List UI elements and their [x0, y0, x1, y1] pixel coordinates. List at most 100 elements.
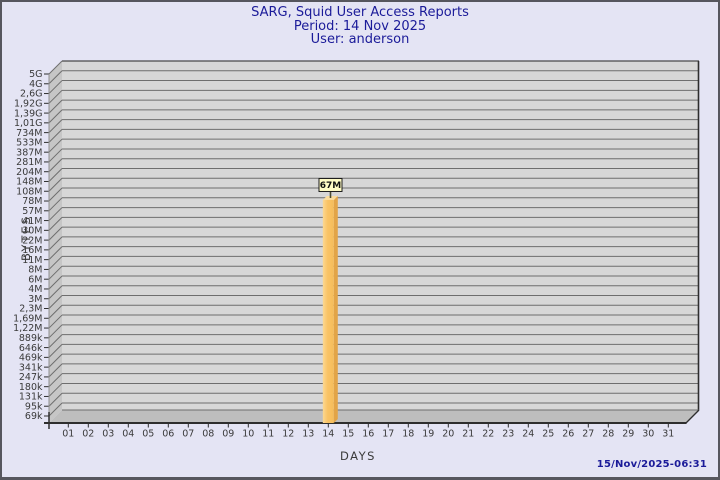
x-tick-label: 29	[622, 429, 634, 440]
x-tick-label: 30	[642, 429, 654, 440]
floor	[49, 410, 699, 423]
wall-grid-line	[48, 265, 63, 280]
wall-grid-line	[48, 275, 63, 290]
y-tick-label: 2,6G	[20, 89, 42, 100]
x-tick-label: 14	[322, 429, 334, 440]
y-tick-label: 5G	[29, 69, 42, 80]
wall-grid-line	[48, 363, 63, 378]
y-tick-label: 108M	[16, 186, 42, 197]
wall-grid-line	[48, 187, 63, 202]
wall-grid-line	[48, 314, 63, 329]
generated-timestamp: 15/Nov/2025-06:31	[596, 459, 707, 470]
x-tick-label: 22	[482, 429, 494, 440]
y-tick-label: 734M	[16, 128, 42, 139]
x-tick-label: 03	[102, 429, 114, 440]
y-tick-label: 148M	[16, 177, 42, 188]
bar-value-flag	[318, 177, 343, 192]
wall-grid-line	[48, 109, 63, 124]
wall-grid-line	[48, 285, 63, 300]
wall-grid-line	[48, 373, 63, 388]
y-tick-label: 95k	[25, 401, 43, 412]
x-tick-label: 28	[602, 429, 614, 440]
x-tick-label: 12	[282, 429, 294, 440]
x-axis-title: DAYS	[340, 449, 376, 463]
y-tick-label: 204M	[16, 167, 42, 178]
wall-grid-line	[48, 177, 63, 192]
wall-grid-line	[48, 60, 63, 75]
wall-grid-line	[48, 402, 63, 417]
y-tick-label: 341k	[19, 362, 43, 373]
wall-grid-line	[48, 304, 63, 319]
y-tick-label: 1,22M	[13, 323, 42, 334]
wall-grid-line	[48, 207, 63, 221]
wall-grid-line	[48, 216, 63, 231]
wall-grid-line	[48, 99, 63, 114]
wall-grid-line	[48, 295, 63, 309]
x-tick-label: 31	[662, 429, 674, 440]
y-tick-label: 2,3M	[19, 304, 42, 315]
chart-title-block: SARG, Squid User Access Reports Period: …	[0, 6, 720, 47]
x-tick-label: 13	[302, 429, 314, 440]
wall-grid-line	[48, 148, 63, 163]
y-tick-label: 4M	[28, 284, 42, 295]
x-tick-label: 06	[162, 429, 174, 440]
y-tick-label: 78M	[22, 196, 42, 207]
y-tick-label: 1,69M	[13, 313, 42, 324]
x-tick-label: 16	[362, 429, 374, 440]
x-tick-label: 21	[462, 429, 474, 440]
x-tick-label: 18	[402, 429, 414, 440]
x-tick-label: 05	[142, 429, 154, 440]
x-tick-label: 01	[62, 429, 74, 440]
report-user: User: anderson	[310, 32, 410, 47]
plot-panel	[62, 61, 699, 410]
x-tick-label: 24	[522, 429, 534, 440]
x-tick-label: 04	[122, 429, 134, 440]
y-tick-label: 646k	[19, 343, 43, 354]
y-tick-label: 11M	[22, 255, 42, 266]
wall-grid-line	[48, 226, 63, 241]
wall-grid-line	[48, 392, 63, 407]
y-axis-title: BYTES	[19, 215, 33, 261]
x-tick-label: 17	[382, 429, 394, 440]
y-tick-label: 131k	[19, 392, 43, 403]
x-tick-label: 19	[422, 429, 434, 440]
x-tick-label: 07	[182, 429, 194, 440]
report-title: SARG, Squid User Access Reports	[251, 5, 469, 20]
y-tick-label: 889k	[19, 333, 43, 344]
left-wall	[49, 61, 62, 423]
wall-grid-line	[48, 119, 63, 133]
wall-grid-line	[48, 334, 63, 348]
x-tick-label: 10	[242, 429, 254, 440]
x-tick-label: 26	[562, 429, 574, 440]
y-tick-label: 1,92G	[14, 99, 43, 110]
y-tick-label: 180k	[19, 382, 43, 393]
y-tick-label: 69k	[25, 411, 43, 422]
wall-grid-line	[48, 256, 63, 270]
y-tick-label: 22M	[22, 235, 42, 246]
x-tick-label: 11	[262, 429, 274, 440]
report-period: Period: 14 Nov 2025	[293, 18, 427, 34]
wall-grid-line	[48, 168, 63, 182]
x-tick-label: 20	[442, 429, 454, 440]
y-tick-label: 281M	[16, 157, 42, 168]
y-tick-label: 30M	[22, 226, 42, 237]
y-tick-label: 41M	[22, 216, 42, 227]
y-tick-label: 4G	[29, 79, 42, 90]
y-tick-label: 6M	[28, 274, 42, 285]
y-tick-label: 469k	[19, 353, 43, 364]
wall-grid-line	[48, 324, 63, 339]
x-tick-label: 27	[582, 429, 594, 440]
y-tick-label: 8M	[28, 265, 42, 276]
x-tick-label: 15	[342, 429, 354, 440]
x-tick-label: 25	[542, 429, 554, 440]
y-tick-label: 57M	[22, 206, 42, 217]
y-tick-label: 247k	[19, 372, 43, 383]
wall-grid-line	[48, 344, 63, 358]
y-tick-label: 1,39G	[14, 108, 43, 119]
y-tick-label: 16M	[22, 245, 42, 256]
x-tick-label: 02	[82, 429, 94, 440]
wall-grid-line	[48, 246, 63, 261]
wall-grid-line	[48, 80, 63, 94]
